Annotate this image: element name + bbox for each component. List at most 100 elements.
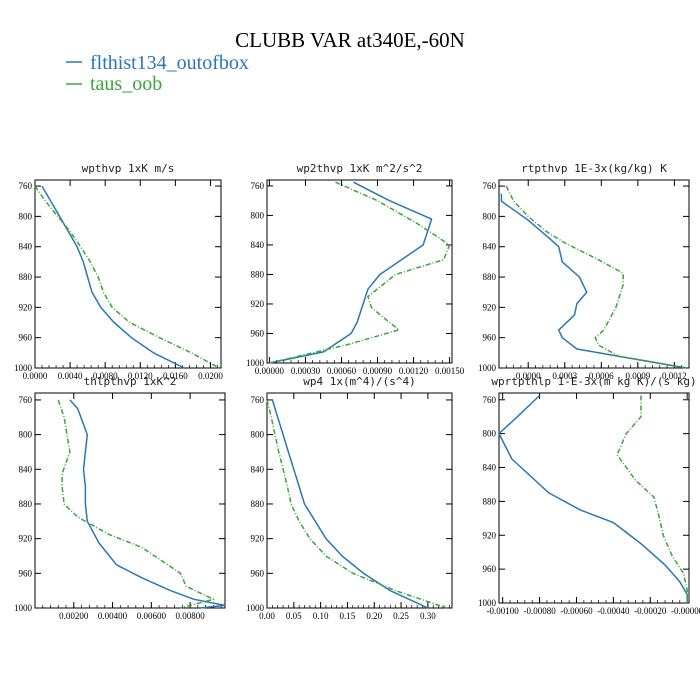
x-tick-label: 0.00 [259,611,275,621]
series-line-taus-oob [34,185,220,369]
y-tick-label: 920 [483,530,497,540]
y-tick-label: 760 [483,395,497,405]
panel-frame [34,392,226,609]
legend: flthist134_outofbox taus_oob [66,52,249,95]
y-tick-label: 760 [251,395,265,405]
panel-title: thlpthvp 1xK^2 [84,375,177,388]
y-tick-label: 840 [19,464,33,474]
x-tick-label: -0.00000 [671,606,700,616]
panel-frame [266,179,453,364]
series-line-taus-oob [57,399,215,609]
x-tick-label: 0.00800 [175,611,205,621]
y-tick-label: 800 [483,211,497,221]
x-tick-label: 0.00090 [363,366,393,376]
x-tick-label: 0.00000 [255,366,285,376]
x-tick-label: 0.0120 [128,371,153,381]
y-tick-label: 1000 [246,603,265,613]
y-tick-label: 760 [483,181,497,191]
x-tick-label: -0.00080 [523,606,556,616]
x-tick-label: 0.0006 [589,371,614,381]
x-tick-label: 0.05 [286,611,302,621]
series-line-taus-oob [266,399,447,609]
panel-title: wp4 1x(m^4)/(s^4) [303,375,416,388]
series-line-flthist134 [41,185,185,369]
x-tick-label: 0.0000 [23,371,48,381]
y-tick-label: 920 [19,302,33,312]
y-tick-label: 800 [251,210,265,220]
y-tick-label: 800 [19,430,33,440]
legend-label-flthist134: flthist134_outofbox [90,52,249,74]
y-tick-label: 840 [483,463,497,473]
series-line-flthist134 [500,193,687,369]
x-tick-label: 0.15 [340,611,356,621]
panel-title: wp2thvp 1xK m^2/s^2 [297,162,423,175]
panel-2: wp2thvp 1xK m^2/s^2 760 800 840 880 920 960 100… [246,162,465,376]
y-tick-label: 920 [19,534,33,544]
x-tick-label: 0.00030 [291,366,321,376]
x-tick-label: -0.00100 [487,606,520,616]
panel-frame [498,179,690,369]
y-tick-label: 760 [19,181,33,191]
y-tick-label: 960 [483,333,497,343]
y-tick-label: 840 [251,240,265,250]
x-tick-label: 0.0040 [58,371,83,381]
y-tick-label: 840 [251,464,265,474]
series-line-taus-oob [616,395,688,603]
x-tick-label: 0.10 [313,611,329,621]
panel-3: rtpthvp 1E-3x(kg/kg) K 760 800 840 880 920 960… [478,162,690,381]
x-tick-label: 0.20 [366,611,382,621]
x-tick-label: 0.0012 [662,371,687,381]
x-tick-label: 0.00120 [399,366,429,376]
x-tick-label: 0.25 [393,611,409,621]
y-tick-label: 840 [483,242,497,252]
series-line-flthist134 [271,399,429,609]
legend-label-taus-oob: taus_oob [90,73,162,95]
panel-frame [498,392,690,604]
panel-5: wp4 1x(m^4)/(s^4)76080084088092096010000… [246,375,453,621]
series-line-flthist134 [69,399,226,609]
series-line-taus-oob [269,181,451,364]
x-tick-label: 0.00060 [327,366,357,376]
y-tick-label: 800 [251,430,265,440]
x-tick-label: 0.00600 [137,611,167,621]
x-tick-label: -0.00020 [634,606,667,616]
y-tick-label: 920 [251,534,265,544]
y-tick-label: 880 [251,499,265,509]
panel-frame [34,179,222,369]
y-tick-label: 880 [483,496,497,506]
panel-4: thlpthvp 1xK^2 760 800 840 880 920 960 1000 0.00… [14,375,226,621]
y-tick-label: 800 [483,429,497,439]
y-tick-label: 960 [251,328,265,338]
y-tick-label: 880 [251,269,265,279]
y-tick-label: 1000 [478,598,497,608]
panel-title: rtpthvp 1E-3x(kg/kg) K [521,162,667,175]
panel-title: wpthvp 1xK m/s [82,162,175,175]
x-tick-label: 0.0003 [552,371,577,381]
x-tick-label: 0.0009 [625,371,650,381]
y-tick-label: 840 [19,242,33,252]
series-line-flthist134 [498,394,688,603]
y-tick-label: 1000 [246,358,265,368]
x-tick-label: -0.00040 [597,606,630,616]
panel-title: wprtpthlp 1-E-3x(m kg K)/(s kg) [491,375,696,388]
panel-6: wprtpthlp 1-E-3x(m kg K)/(s kg) 760 800 840… [478,375,700,616]
x-tick-label: 0.00150 [435,366,465,376]
series-line-flthist134 [269,181,433,364]
panel-frame [266,392,453,609]
y-tick-label: 1000 [14,363,33,373]
y-tick-label: 800 [19,211,33,221]
x-tick-label: 0.00200 [59,611,89,621]
y-tick-label: 920 [483,302,497,312]
y-tick-label: 960 [19,333,33,343]
x-tick-label: 0.30 [420,611,436,621]
y-tick-label: 960 [251,568,265,578]
chart-title: CLUBB VAR at340E,-60N [235,28,465,52]
x-tick-label: 0.0080 [93,371,118,381]
y-tick-label: 1000 [478,363,497,373]
x-tick-label: 0.0200 [198,371,223,381]
x-tick-label: -0.00060 [560,606,593,616]
x-tick-label: 0.0000 [516,371,541,381]
x-tick-label: 0.00400 [98,611,128,621]
y-tick-label: 760 [251,181,265,191]
